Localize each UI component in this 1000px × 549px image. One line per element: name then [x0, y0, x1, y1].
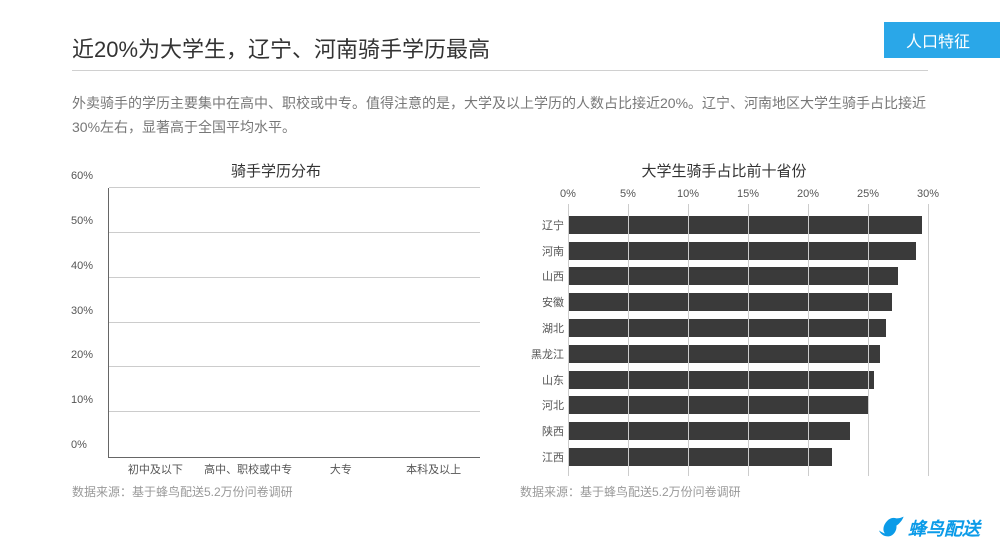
gridline: [109, 187, 480, 188]
hbar: [568, 371, 874, 389]
y-axis-label: 60%: [71, 170, 93, 182]
hbar-category-label: 河北: [520, 397, 564, 413]
hbar-category-label: 河南: [520, 243, 564, 259]
hbar: [568, 345, 880, 363]
hbar-category-label: 湖北: [520, 320, 564, 336]
x-axis-label: 30%: [917, 188, 939, 200]
hbar: [568, 319, 886, 337]
x-axis-label: 10%: [677, 188, 699, 200]
hbar-plot-area: 辽宁河南山西安徽湖北黑龙江山东河北陕西江西 0%5%10%15%20%25%30…: [568, 188, 928, 476]
x-axis-label: 5%: [620, 188, 636, 200]
hbar-category-label: 山东: [520, 372, 564, 388]
x-axis-label: 25%: [857, 188, 879, 200]
page-title: 近20%为大学生，辽宁、河南骑手学历最高: [72, 32, 490, 64]
gridline: [868, 204, 869, 476]
education-distribution-chart: 骑手学历分布 初中及以下高中、职校或中专大专本科及以上 0%10%20%30%4…: [72, 160, 480, 500]
y-axis-label: 10%: [71, 394, 93, 406]
hbar-category-label: 山西: [520, 268, 564, 284]
gridline: [109, 411, 480, 412]
hbar-category-label: 江西: [520, 449, 564, 465]
charts-container: 骑手学历分布 初中及以下高中、职校或中专大专本科及以上 0%10%20%30%4…: [72, 160, 928, 500]
source-label-left: 数据来源：基于蜂鸟配送5.2万份问卷调研: [72, 483, 293, 500]
hbar-category-label: 陕西: [520, 423, 564, 439]
gridline: [808, 204, 809, 476]
bar-category-label: 高中、职校或中专: [204, 461, 292, 477]
brand-logo: 蜂鸟配送: [876, 513, 980, 543]
hbar: [568, 242, 916, 260]
y-axis-label: 0%: [71, 439, 87, 451]
hbar: [568, 267, 898, 285]
brand-logo-text: 蜂鸟配送: [908, 515, 980, 541]
hbar-category-label: 安徽: [520, 294, 564, 310]
gridline: [748, 204, 749, 476]
gridline: [688, 204, 689, 476]
gridline: [109, 366, 480, 367]
hbar: [568, 396, 868, 414]
gridline: [109, 322, 480, 323]
category-badge: 人口特征: [884, 22, 1000, 58]
hummingbird-icon: [876, 513, 906, 543]
gridline: [109, 277, 480, 278]
y-axis-label: 30%: [71, 305, 93, 317]
hbar: [568, 293, 892, 311]
x-axis-label: 15%: [737, 188, 759, 200]
bar-category-label: 大专: [330, 461, 352, 477]
bar-category-label: 本科及以上: [406, 461, 461, 477]
province-ranking-chart: 大学生骑手占比前十省份 辽宁河南山西安徽湖北黑龙江山东河北陕西江西 0% 5% 10…: [520, 160, 928, 500]
bar-plot-area: 初中及以下高中、职校或中专大专本科及以上 0%10%20%30%40%50%60…: [108, 188, 480, 458]
hbar-category-label: 辽宁: [520, 217, 564, 233]
chart-title-left: 骑手学历分布: [72, 160, 480, 180]
gridline: [568, 204, 569, 476]
gridline: [109, 232, 480, 233]
y-axis-label: 50%: [71, 215, 93, 227]
x-axis-label: 20%: [797, 188, 819, 200]
source-label-right: 数据来源：基于蜂鸟配送5.2万份问卷调研: [520, 483, 741, 500]
subtitle-text: 外卖骑手的学历主要集中在高中、职校或中专。值得注意的是，大学及以上学历的人数占比…: [72, 92, 928, 140]
y-axis-label: 20%: [71, 349, 93, 361]
gridline: [928, 204, 929, 476]
hbar-category-label: 黑龙江: [520, 346, 564, 362]
chart-title-right: 大学生骑手占比前十省份: [520, 160, 928, 180]
y-axis-label: 40%: [71, 260, 93, 272]
bar-category-label: 初中及以下: [128, 461, 183, 477]
x-axis-label: 0%: [560, 188, 576, 200]
hbar: [568, 448, 832, 466]
gridline: [628, 204, 629, 476]
title-underline: [72, 70, 928, 71]
